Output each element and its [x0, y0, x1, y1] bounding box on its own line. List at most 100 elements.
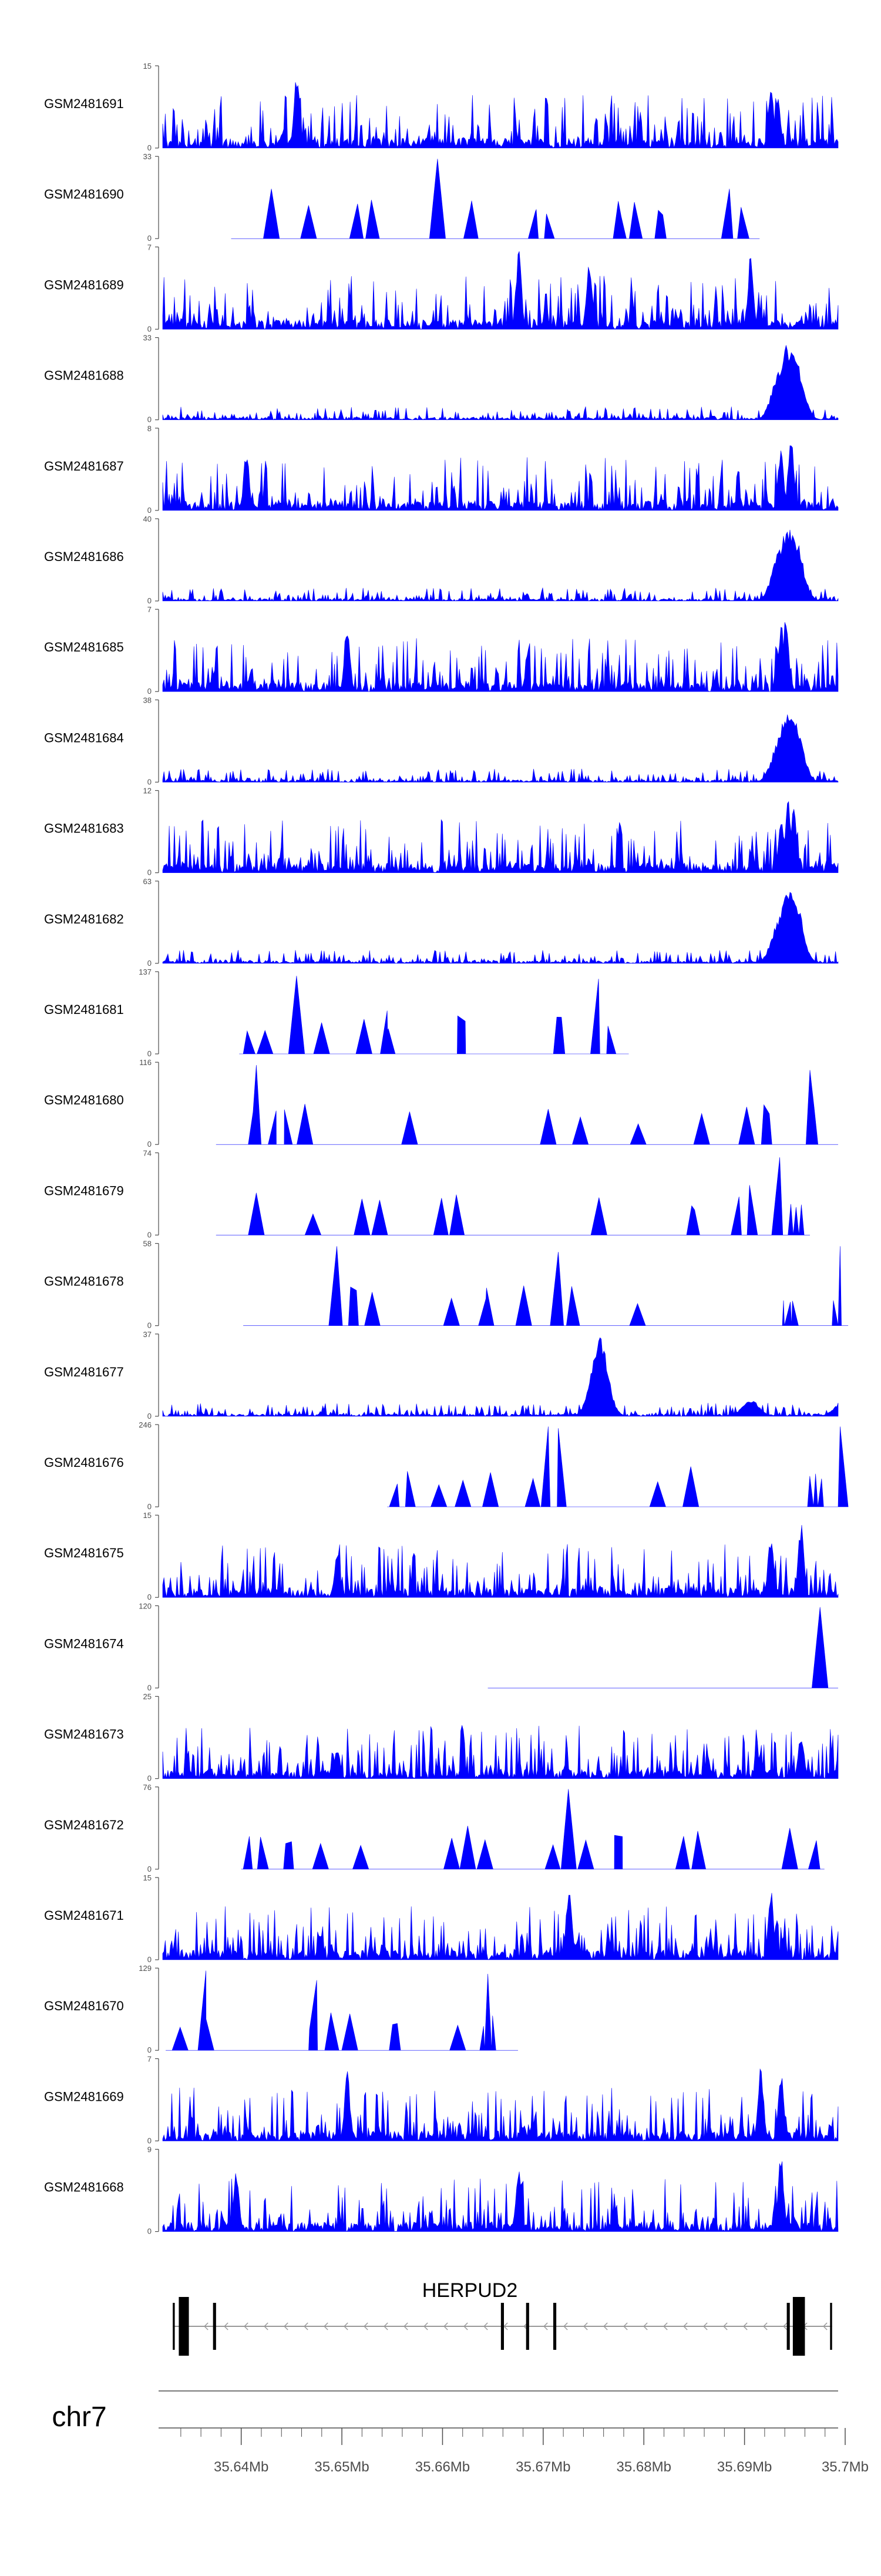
y-tick-label-max: 40 [143, 515, 152, 523]
track-GSM2481671: GSM2481671 15 0 [44, 1873, 839, 1964]
y-tick-label-max: 129 [139, 1964, 152, 1973]
track-name: GSM2481683 [44, 821, 124, 836]
signal-area [166, 1970, 518, 2051]
track-GSM2481677: GSM2481677 37 0 [44, 1330, 839, 1420]
signal-area [162, 1893, 839, 1960]
strand-arrow [743, 2322, 748, 2330]
track-GSM2481684: GSM2481684 38 0 [44, 696, 839, 786]
y-tick-label-min: 0 [147, 2136, 152, 2145]
y-tick-label-min: 0 [147, 2227, 152, 2236]
track-name: GSM2481686 [44, 549, 124, 564]
strand-arrow [443, 2322, 448, 2330]
strand-arrow [324, 2322, 328, 2330]
y-tick-label-max: 12 [143, 787, 152, 795]
y-tick-label-max: 8 [147, 424, 152, 433]
signal-area [162, 2068, 839, 2141]
track-name: GSM2481678 [44, 1274, 124, 1289]
gene-track: HERPUD2 [173, 2279, 832, 2356]
track-name: GSM2481680 [44, 1093, 124, 1107]
track-GSM2481688: GSM2481688 33 0 [44, 334, 839, 424]
y-tick-label-min: 0 [147, 1140, 152, 1148]
strand-arrow [603, 2322, 608, 2330]
y-tick-label-min: 0 [147, 868, 152, 877]
strand-arrow [304, 2322, 308, 2330]
strand-arrow [823, 2322, 828, 2330]
gene-exon [500, 2303, 504, 2350]
track-GSM2481691: GSM2481691 15 0 [44, 62, 839, 152]
y-tick-label-max: 38 [143, 696, 152, 704]
y-tick-label-min: 0 [147, 1593, 152, 1601]
strand-arrow [763, 2322, 768, 2330]
track-GSM2481668: GSM2481668 9 0 [44, 2145, 839, 2236]
track-GSM2481687: GSM2481687 8 0 [44, 424, 839, 515]
y-tick-label-max: 63 [143, 877, 152, 886]
track-name: GSM2481671 [44, 1908, 124, 1923]
y-tick-label-max: 15 [143, 62, 152, 70]
y-tick-label-max: 7 [147, 2054, 152, 2063]
axis-tick-label: 35.64Mb [214, 2459, 268, 2475]
gene-name-label: HERPUD2 [422, 2279, 517, 2302]
signal-area [239, 976, 629, 1054]
gene-exon [553, 2303, 557, 2350]
track-GSM2481674: GSM2481674 120 0 [44, 1601, 838, 1692]
strand-arrow [423, 2322, 428, 2330]
y-tick-label-min: 0 [147, 1049, 152, 1058]
y-tick-label-min: 0 [147, 1683, 152, 1692]
track-name: GSM2481681 [44, 1002, 124, 1017]
track-GSM2481680: GSM2481680 116 0 [44, 1058, 838, 1148]
track-GSM2481685: GSM2481685 7 0 [44, 605, 839, 696]
track-GSM2481673: GSM2481673 25 0 [44, 1692, 839, 1783]
track-name: GSM2481688 [44, 368, 124, 383]
y-tick-label-max: 58 [143, 1240, 152, 1248]
track-GSM2481676: GSM2481676 246 0 [44, 1420, 849, 1511]
track-GSM2481682: GSM2481682 63 0 [44, 877, 839, 968]
track-name: GSM2481676 [44, 1455, 124, 1470]
signal-area [243, 1246, 849, 1326]
track-name: GSM2481682 [44, 912, 124, 926]
track-GSM2481683: GSM2481683 12 0 [44, 787, 839, 877]
gene-exon [792, 2297, 805, 2356]
y-tick-label-max: 15 [143, 1511, 152, 1520]
y-tick-label-min: 0 [147, 1321, 152, 1330]
y-tick-label-min: 0 [147, 1955, 152, 1964]
strand-arrow [344, 2322, 348, 2330]
y-tick-label-min: 0 [147, 1230, 152, 1239]
y-tick-label-max: 37 [143, 1330, 152, 1339]
track-GSM2481686: GSM2481686 40 0 [44, 515, 839, 605]
track-GSM2481681: GSM2481681 137 0 [44, 968, 629, 1058]
axis-tick-label: 35.68Mb [617, 2459, 671, 2475]
track-name: GSM2481691 [44, 96, 124, 111]
track-name: GSM2481685 [44, 640, 124, 654]
signal-area [162, 1337, 839, 1417]
signal-area [387, 1426, 849, 1507]
strand-arrow [563, 2322, 568, 2330]
y-tick-label-min: 0 [147, 506, 152, 515]
y-tick-label-max: 7 [147, 605, 152, 614]
strand-arrow [403, 2322, 408, 2330]
strand-arrow [224, 2322, 228, 2330]
strand-arrow [264, 2322, 268, 2330]
track-GSM2481672: GSM2481672 76 0 [44, 1783, 825, 1873]
signal-area [162, 445, 839, 511]
track-name: GSM2481677 [44, 1365, 124, 1379]
track-name: GSM2481668 [44, 2180, 124, 2195]
axis-tick-label: 35.69Mb [717, 2459, 772, 2475]
strand-arrow [543, 2322, 548, 2330]
strand-arrow [683, 2322, 688, 2330]
signal-area [162, 82, 839, 149]
strand-arrow [244, 2322, 248, 2330]
y-tick-label-min: 0 [147, 415, 152, 424]
y-tick-label-max: 33 [143, 334, 152, 342]
y-tick-label-min: 0 [147, 1865, 152, 1873]
signal-area [216, 1157, 810, 1235]
y-tick-label-min: 0 [147, 2046, 152, 2054]
track-GSM2481670: GSM2481670 129 0 [44, 1964, 518, 2054]
track-name: GSM2481684 [44, 730, 124, 745]
y-tick-label-max: 246 [139, 1420, 152, 1429]
signal-area [231, 159, 760, 239]
strand-arrow [663, 2322, 668, 2330]
axis-tick-label: 35.65Mb [314, 2459, 369, 2475]
track-name: GSM2481689 [44, 277, 124, 292]
signal-area [241, 1789, 825, 1870]
